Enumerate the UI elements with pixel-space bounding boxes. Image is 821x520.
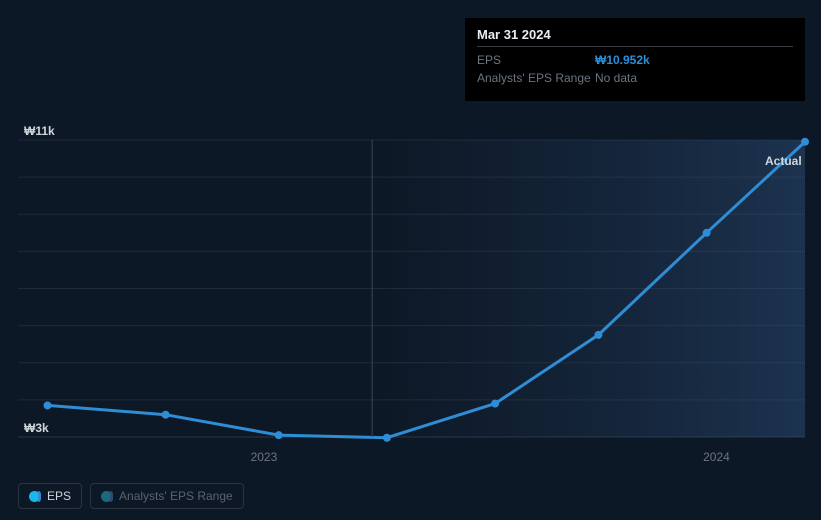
data-point[interactable] [703,229,711,237]
annotation-actual: Actual [765,154,802,168]
legend-item-analysts-range[interactable]: Analysts' EPS Range [90,483,244,509]
chart-legend: EPS Analysts' EPS Range [18,483,244,509]
data-point[interactable] [275,431,283,439]
data-point[interactable] [801,138,809,146]
data-point[interactable] [162,411,170,419]
legend-swatch-icon [101,491,112,502]
legend-label: EPS [47,489,71,503]
data-point[interactable] [44,401,52,409]
line-chart[interactable] [0,0,821,520]
y-tick-label: ₩3k [24,421,49,435]
legend-swatch-icon [29,491,40,502]
legend-label: Analysts' EPS Range [119,489,233,503]
data-point[interactable] [491,400,499,408]
legend-item-eps[interactable]: EPS [18,483,82,509]
data-point[interactable] [383,434,391,442]
eps-chart-container: Mar 31 2024 EPS ₩10.952k Analysts' EPS R… [0,0,821,520]
x-tick-label: 2023 [251,450,278,464]
y-tick-label: ₩11k [24,124,55,138]
x-tick-label: 2024 [703,450,730,464]
data-point[interactable] [594,331,602,339]
